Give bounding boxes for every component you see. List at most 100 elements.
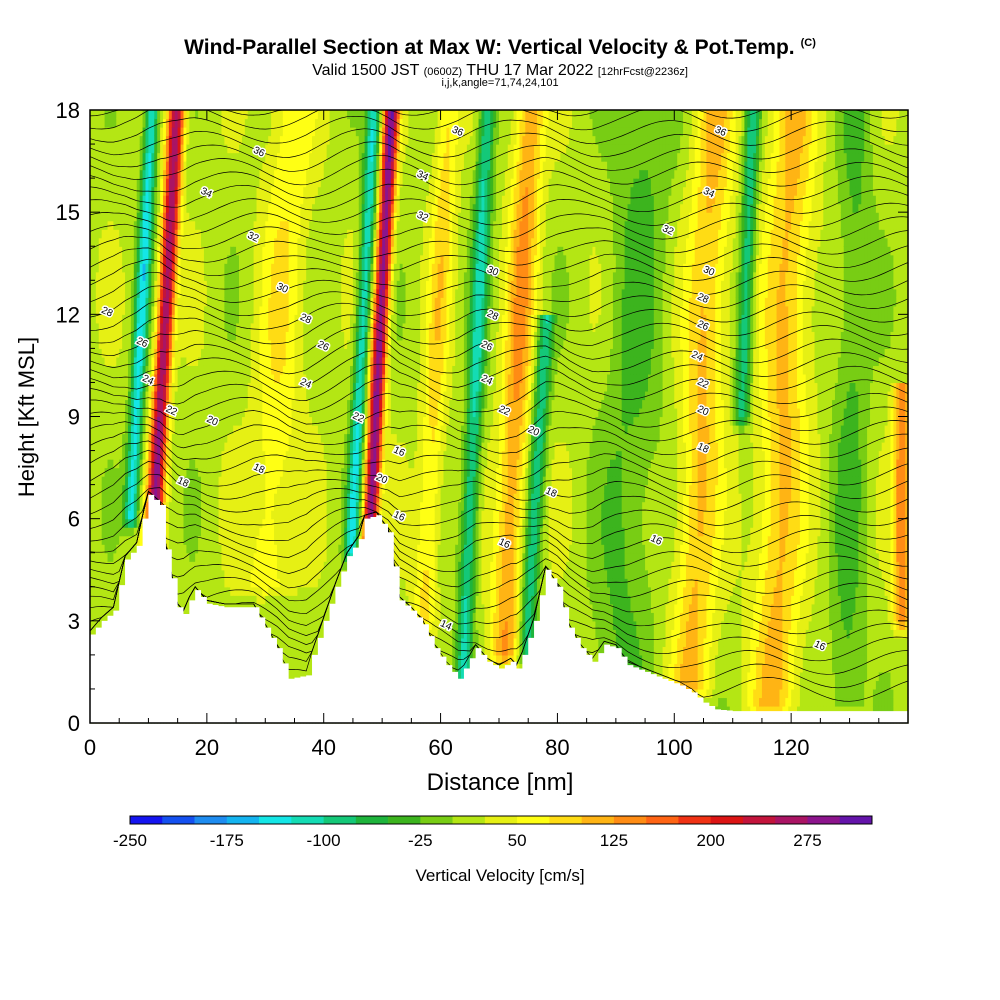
velocity-cell: [230, 425, 234, 435]
velocity-cell: [95, 152, 100, 162]
velocity-cell: [148, 339, 152, 349]
velocity-cell: [160, 178, 164, 188]
velocity-cell: [203, 246, 208, 256]
velocity-cell: [198, 569, 202, 579]
velocity-cell: [236, 510, 240, 520]
velocity-cell: [116, 569, 120, 579]
velocity-cell: [104, 544, 109, 554]
velocity-cell: [163, 229, 167, 239]
velocity-cell: [125, 552, 129, 562]
velocity-cell: [224, 467, 228, 477]
velocity-cell: [168, 331, 173, 341]
velocity-cell: [145, 331, 150, 341]
velocity-cell: [119, 212, 123, 222]
velocity-cell: [247, 459, 252, 469]
velocity-cell: [154, 169, 158, 179]
velocity-cell: [148, 229, 152, 239]
velocity-cell: [274, 578, 278, 588]
velocity-cell: [130, 195, 135, 205]
velocity-cell: [95, 433, 100, 443]
velocity-cell: [271, 603, 275, 613]
velocity-cell: [171, 152, 176, 162]
velocity-cell: [101, 246, 106, 256]
velocity-cell: [198, 186, 202, 196]
velocity-cell: [279, 144, 284, 154]
velocity-cell: [212, 280, 217, 290]
velocity-cell: [90, 229, 94, 239]
velocity-cell: [165, 535, 170, 545]
velocity-cell: [139, 135, 144, 145]
velocity-cell: [201, 203, 205, 213]
velocity-cell: [221, 450, 225, 460]
velocity-cell: [262, 144, 266, 154]
velocity-cell: [110, 254, 114, 264]
velocity-cell: [206, 110, 211, 120]
velocity-cell: [274, 544, 278, 554]
velocity-cell: [227, 178, 231, 188]
velocity-cell: [250, 510, 255, 520]
velocity-cell: [253, 144, 258, 154]
velocity-cell: [209, 442, 214, 452]
velocity-cell: [288, 442, 293, 452]
velocity-cell: [133, 527, 138, 537]
indices-line: i,j,k,angle=71,74,24,101: [0, 77, 1000, 89]
velocity-cell: [247, 229, 252, 239]
velocity-cell: [224, 348, 228, 358]
velocity-cell: [224, 152, 228, 162]
velocity-cell: [122, 425, 126, 435]
velocity-cell: [148, 161, 152, 171]
velocity-cell: [189, 459, 193, 469]
velocity-cell: [218, 135, 223, 145]
velocity-cell: [92, 544, 97, 554]
velocity-cell: [256, 237, 261, 247]
velocity-cell: [101, 476, 106, 486]
velocity-cell: [163, 382, 167, 392]
velocity-cell: [253, 382, 258, 392]
velocity-cell: [90, 399, 94, 409]
velocity-cell: [253, 339, 258, 349]
velocity-cell: [268, 416, 272, 426]
velocity-cell: [165, 263, 170, 273]
velocity-cell: [142, 399, 147, 409]
velocity-cell: [236, 527, 240, 537]
velocity-cell: [203, 314, 208, 324]
velocity-cell: [282, 561, 287, 571]
velocity-cell: [119, 459, 123, 469]
velocity-cell: [177, 365, 182, 375]
velocity-cell: [265, 305, 269, 315]
velocity-cell: [265, 297, 269, 307]
velocity-cell: [174, 356, 179, 367]
velocity-cell: [168, 246, 173, 256]
velocity-cell: [136, 510, 141, 520]
velocity-cell: [276, 127, 281, 137]
velocity-cell: [259, 535, 263, 545]
velocity-cell: [282, 356, 287, 367]
velocity-cell: [282, 518, 287, 528]
velocity-cell: [285, 169, 290, 179]
velocity-cell: [90, 612, 94, 622]
velocity-cell: [192, 331, 196, 341]
velocity-cell: [107, 535, 112, 545]
velocity-cell: [127, 390, 132, 401]
velocity-cell: [133, 280, 138, 290]
velocity-cell: [130, 518, 135, 528]
velocity-cell: [262, 152, 266, 162]
velocity-cell: [265, 578, 269, 588]
velocity-cell: [218, 322, 223, 332]
velocity-cell: [110, 442, 114, 452]
velocity-cell: [241, 186, 246, 196]
velocity-cell: [95, 552, 100, 562]
velocity-cell: [101, 271, 106, 281]
velocity-cell: [90, 484, 94, 494]
velocity-cell: [113, 254, 117, 264]
velocity-cell: [148, 195, 152, 205]
velocity-cell: [203, 356, 208, 367]
velocity-cell: [265, 144, 269, 154]
velocity-cell: [107, 586, 112, 596]
velocity-cell: [279, 569, 284, 579]
velocity-cell: [212, 135, 217, 145]
velocity-cell: [139, 535, 144, 545]
velocity-cell: [221, 203, 225, 213]
velocity-cell: [203, 212, 208, 222]
velocity-cell: [110, 271, 114, 281]
